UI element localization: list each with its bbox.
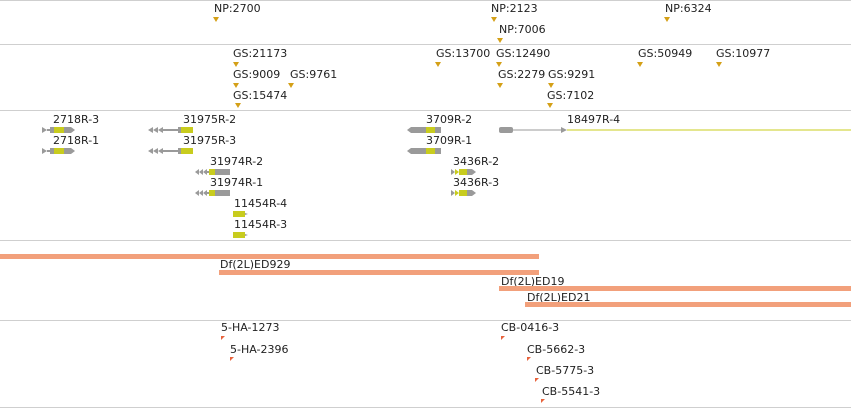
transcript-label[interactable]: 11454R-3	[234, 218, 288, 231]
insertion-label[interactable]: 5-HA-2396	[230, 343, 289, 356]
insertion-label[interactable]: 5-HA-1273	[221, 321, 280, 334]
insertion-label[interactable]: CB-5541-3	[542, 385, 601, 398]
deficiency-bar[interactable]	[0, 254, 539, 259]
track-separator	[0, 110, 851, 111]
deficiency-bar[interactable]	[525, 302, 851, 307]
gs-label[interactable]: GS:7102	[547, 89, 595, 102]
transcript-glyph[interactable]	[407, 126, 443, 134]
transcript-label[interactable]: 11454R-4	[234, 197, 288, 210]
gs-marker-icon[interactable]	[637, 62, 643, 67]
insertion-label[interactable]: CB-5662-3	[527, 343, 586, 356]
track-separator	[0, 44, 851, 45]
transcript-label[interactable]: 3436R-2	[453, 155, 500, 168]
transcript-label[interactable]: 31975R-2	[183, 113, 237, 126]
track-separator	[0, 320, 851, 321]
transcript-glyph[interactable]	[407, 147, 443, 155]
insertion-marker-icon[interactable]	[221, 336, 225, 340]
insertion-marker-icon[interactable]	[541, 399, 545, 403]
transcript-glyph[interactable]	[451, 189, 477, 197]
insertion-label[interactable]: CB-0416-3	[501, 321, 560, 334]
gs-label[interactable]: GS:9009	[233, 68, 281, 81]
gs-label[interactable]: GS:15474	[233, 89, 288, 102]
gs-marker-icon[interactable]	[497, 83, 503, 88]
gs-label[interactable]: GS:9291	[548, 68, 596, 81]
np-label[interactable]: NP:7006	[499, 23, 546, 36]
gs-marker-icon[interactable]	[233, 62, 239, 67]
deficiency-label[interactable]: Df(2L)ED21	[527, 291, 591, 304]
transcript-label[interactable]: 31974R-2	[210, 155, 264, 168]
transcript-glyph[interactable]	[233, 231, 249, 239]
transcript-label[interactable]: 18497R-4	[567, 113, 621, 126]
track-separator	[0, 0, 851, 1]
transcript-glyph[interactable]	[42, 126, 78, 134]
np-label[interactable]: NP:6324	[665, 2, 712, 15]
gs-marker-icon[interactable]	[716, 62, 722, 67]
insertion-marker-icon[interactable]	[527, 357, 531, 361]
gs-marker-icon[interactable]	[233, 83, 239, 88]
transcript-label[interactable]: 3709R-2	[426, 113, 473, 126]
gs-marker-icon[interactable]	[435, 62, 441, 67]
gs-label[interactable]: GS:21173	[233, 47, 288, 60]
np-label[interactable]: NP:2123	[491, 2, 538, 15]
transcript-glyph[interactable]	[499, 126, 851, 134]
transcript-glyph[interactable]	[148, 126, 194, 134]
deficiency-label[interactable]: Df(2L)ED929	[220, 258, 291, 271]
transcript-label[interactable]: 3709R-1	[426, 134, 473, 147]
gs-marker-icon[interactable]	[547, 103, 553, 108]
gs-marker-icon[interactable]	[548, 83, 554, 88]
gs-label[interactable]: GS:10977	[716, 47, 771, 60]
np-marker-icon[interactable]	[497, 38, 503, 43]
transcript-glyph[interactable]	[195, 168, 231, 176]
transcript-label[interactable]: 2718R-3	[53, 113, 100, 126]
transcript-label[interactable]: 31974R-1	[210, 176, 264, 189]
insertion-marker-icon[interactable]	[535, 378, 539, 382]
gs-marker-icon[interactable]	[496, 62, 502, 67]
gs-label[interactable]: GS:50949	[638, 47, 693, 60]
gs-label[interactable]: GS:13700	[436, 47, 491, 60]
insertion-label[interactable]: CB-5775-3	[536, 364, 595, 377]
transcript-glyph[interactable]	[148, 147, 194, 155]
gs-label[interactable]: GS:2279	[498, 68, 546, 81]
gs-marker-icon[interactable]	[288, 83, 294, 88]
np-marker-icon[interactable]	[213, 17, 219, 22]
gs-label[interactable]: GS:9761	[290, 68, 338, 81]
transcript-label[interactable]: 2718R-1	[53, 134, 100, 147]
np-label[interactable]: NP:2700	[214, 2, 261, 15]
transcript-label[interactable]: 3436R-3	[453, 176, 500, 189]
insertion-marker-icon[interactable]	[501, 336, 505, 340]
insertion-marker-icon[interactable]	[230, 357, 234, 361]
deficiency-label[interactable]: Df(2L)ED19	[501, 275, 565, 288]
transcript-glyph[interactable]	[451, 168, 477, 176]
deficiency-bar[interactable]	[219, 270, 539, 275]
transcript-label[interactable]: 31975R-3	[183, 134, 237, 147]
track-separator	[0, 240, 851, 241]
deficiency-bar[interactable]	[499, 286, 851, 291]
np-marker-icon[interactable]	[664, 17, 670, 22]
gs-label[interactable]: GS:12490	[496, 47, 551, 60]
gs-marker-icon[interactable]	[235, 103, 241, 108]
transcript-glyph[interactable]	[233, 210, 249, 218]
transcript-glyph[interactable]	[195, 189, 231, 197]
transcript-glyph[interactable]	[42, 147, 78, 155]
np-marker-icon[interactable]	[491, 17, 497, 22]
